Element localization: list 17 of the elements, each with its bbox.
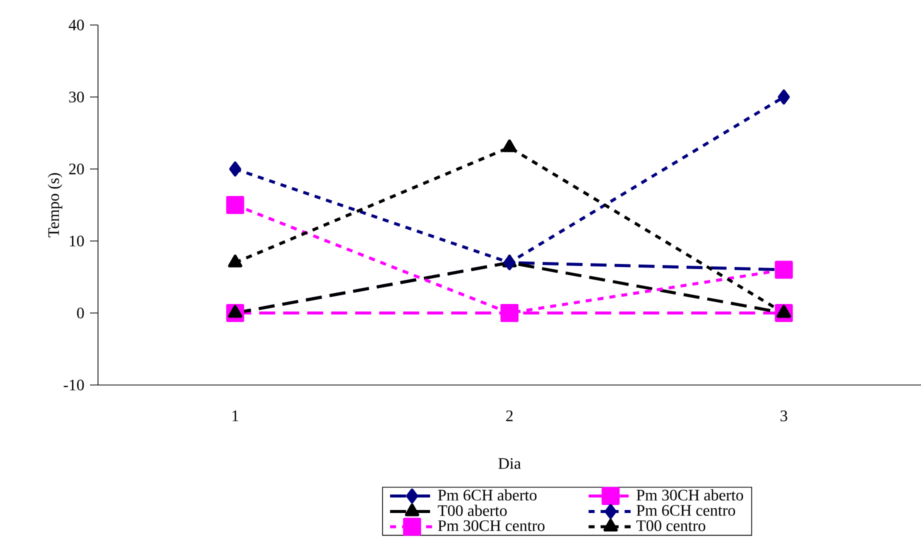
- x-axis-title: Dia: [498, 458, 521, 469]
- x-tick-label: 1: [232, 410, 238, 422]
- y-tick-label: 30: [69, 92, 84, 102]
- x-tick-label: 2: [506, 410, 513, 422]
- y-tick-label: 20: [69, 164, 84, 174]
- y-tick-label: -10: [64, 380, 84, 390]
- y-axis-title: Tempo (s): [48, 173, 62, 238]
- legend-label: T00 centro: [636, 520, 706, 532]
- y-tick-label: 0: [77, 308, 84, 318]
- legend-label: Pm 30CH aberto: [636, 489, 744, 501]
- x-tick-label: 3: [780, 410, 788, 422]
- y-tick-label: 40: [68, 20, 84, 30]
- y-tick-label: 10: [70, 236, 84, 246]
- legend-label: T00 aberto: [438, 504, 507, 516]
- legend-label: Pm 6CH aberto: [438, 489, 537, 501]
- legend-label: Pm 30CH centro: [438, 520, 545, 532]
- legend-label: Pm 6CH centro: [636, 505, 736, 516]
